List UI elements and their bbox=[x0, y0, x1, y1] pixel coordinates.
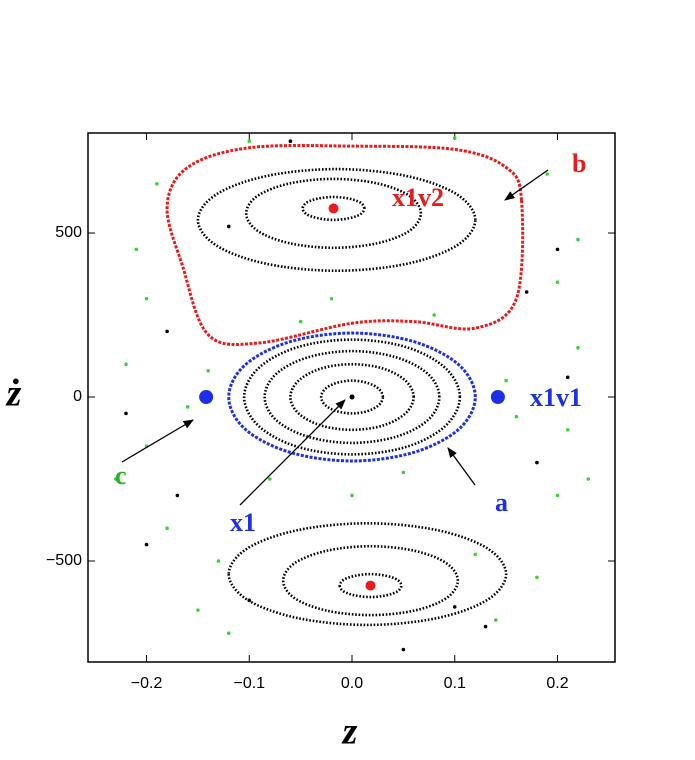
orbit-point bbox=[452, 605, 457, 609]
orbit-point bbox=[199, 390, 214, 405]
orbit-point bbox=[535, 575, 539, 580]
orbit-point bbox=[504, 378, 508, 383]
x-tick-label: 0.2 bbox=[546, 675, 568, 692]
orbit-point bbox=[545, 172, 549, 176]
orbit-point bbox=[365, 580, 376, 591]
orbit-curve bbox=[196, 167, 477, 273]
orbit-point bbox=[298, 319, 303, 324]
annotation-arrow bbox=[121, 419, 194, 463]
annotation-arrow bbox=[447, 447, 476, 486]
orbit-point bbox=[524, 290, 529, 294]
orbit-point bbox=[216, 559, 221, 563]
orbit-curve bbox=[242, 338, 462, 456]
orbit-point bbox=[494, 618, 498, 622]
orbit-curve bbox=[301, 195, 366, 222]
orbit-point bbox=[247, 139, 252, 143]
orbit-point bbox=[535, 460, 539, 465]
orbit-point bbox=[555, 280, 560, 285]
annotation: x1v2 bbox=[392, 183, 444, 212]
orbit-curve bbox=[281, 544, 460, 617]
orbit-point bbox=[124, 411, 128, 416]
orbit-point bbox=[483, 624, 488, 629]
orbit-point bbox=[165, 329, 169, 334]
orbit-point bbox=[175, 493, 180, 498]
orbit-curve bbox=[289, 362, 415, 432]
orbit-curve bbox=[319, 379, 385, 415]
orbit-point bbox=[124, 362, 128, 367]
orbit-point bbox=[206, 368, 210, 373]
orbit-point bbox=[514, 414, 519, 419]
orbit-point bbox=[565, 375, 570, 380]
orbit-point bbox=[329, 296, 334, 301]
orbit-point bbox=[113, 477, 118, 481]
orbit-point bbox=[155, 182, 159, 186]
orbit-point bbox=[165, 526, 169, 530]
orbit-curve bbox=[338, 572, 403, 599]
orbit-point bbox=[490, 390, 505, 405]
orbit-point bbox=[401, 470, 406, 475]
orbit-point bbox=[350, 493, 354, 498]
annotation-arrow bbox=[504, 169, 549, 201]
annotation: a bbox=[495, 488, 508, 517]
annotation-arrow bbox=[239, 399, 346, 506]
annotation: c bbox=[115, 461, 127, 490]
orbit-point bbox=[144, 296, 149, 301]
orbit-point bbox=[226, 631, 231, 635]
orbit-point bbox=[328, 203, 339, 214]
orbit-point bbox=[565, 428, 570, 432]
orbit-point bbox=[196, 608, 200, 612]
annotation: x1 bbox=[230, 508, 256, 537]
x-tick-label: −0.2 bbox=[131, 675, 163, 692]
orbit-point bbox=[185, 405, 190, 409]
orbit-curve bbox=[165, 144, 525, 347]
orbit-point bbox=[226, 224, 231, 229]
orbit-point bbox=[473, 552, 478, 557]
orbit-point bbox=[432, 313, 436, 317]
orbit-curve bbox=[263, 349, 441, 445]
orbit-point bbox=[288, 139, 293, 143]
orbit-point bbox=[555, 247, 560, 252]
orbit-point bbox=[452, 136, 457, 140]
orbit-point bbox=[349, 394, 355, 400]
orbit-point bbox=[268, 477, 272, 481]
orbit-point bbox=[134, 247, 139, 252]
orbit-curve bbox=[227, 521, 508, 627]
annotation: x1v1 bbox=[530, 383, 582, 412]
orbit-point bbox=[401, 647, 406, 652]
orbit-point bbox=[586, 477, 591, 481]
orbit-point bbox=[555, 493, 560, 498]
x-tick-label: 0.1 bbox=[444, 675, 466, 692]
x-axis-label: z bbox=[341, 711, 358, 753]
orbit-point bbox=[576, 346, 580, 350]
orbit-curve bbox=[227, 331, 477, 463]
y-tick-label: 0 bbox=[73, 388, 82, 405]
orbit-point bbox=[144, 542, 149, 547]
orbit-curve bbox=[244, 177, 423, 250]
y-axis-label: ż bbox=[5, 373, 22, 415]
x-tick-label: −0.1 bbox=[233, 675, 265, 692]
orbit-point bbox=[576, 237, 580, 242]
y-tick-label: −500 bbox=[46, 552, 82, 569]
x-tick-label: 0.0 bbox=[341, 675, 363, 692]
annotation: b bbox=[572, 149, 586, 178]
y-tick-label: 500 bbox=[55, 224, 82, 241]
